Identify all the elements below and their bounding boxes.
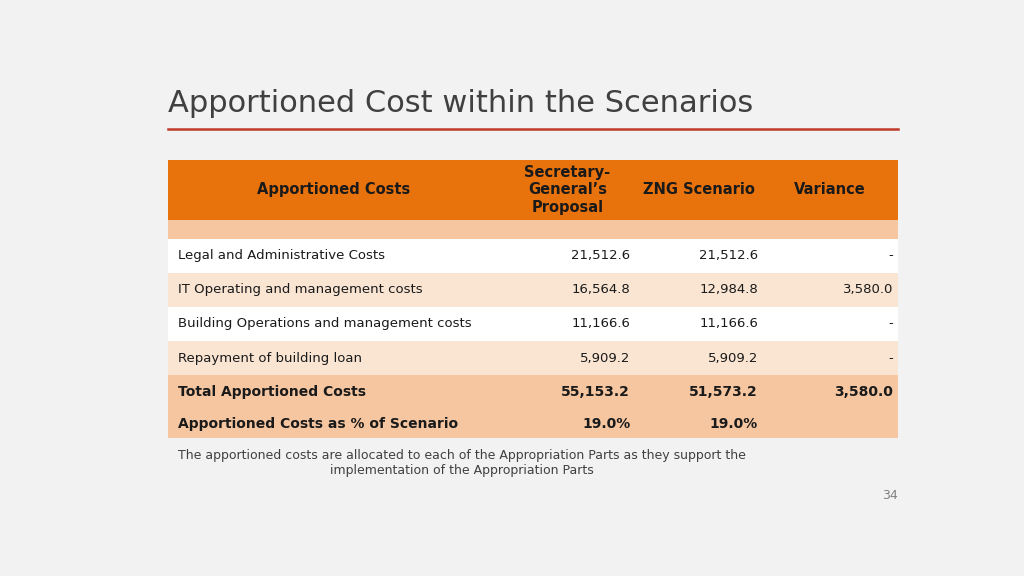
Text: 21,512.6: 21,512.6	[698, 249, 758, 262]
Text: 19.0%: 19.0%	[582, 416, 630, 431]
Text: ZNG Scenario: ZNG Scenario	[643, 183, 755, 198]
Text: Apportioned Costs: Apportioned Costs	[257, 183, 411, 198]
Text: Variance: Variance	[795, 183, 866, 198]
Bar	[168, 307, 898, 341]
Text: 51,573.2: 51,573.2	[689, 385, 758, 399]
Bar	[168, 160, 898, 220]
Text: Building Operations and management costs: Building Operations and management costs	[178, 317, 472, 331]
Bar	[168, 272, 898, 307]
Bar	[168, 410, 898, 438]
Text: 5,909.2: 5,909.2	[708, 351, 758, 365]
Text: 21,512.6: 21,512.6	[571, 249, 630, 262]
Text: 19.0%: 19.0%	[710, 416, 758, 431]
Text: The apportioned costs are allocated to each of the Appropriation Parts as they s: The apportioned costs are allocated to e…	[178, 449, 745, 478]
Text: Apportioned Costs as % of Scenario: Apportioned Costs as % of Scenario	[178, 416, 458, 431]
Text: -: -	[888, 317, 893, 331]
Text: 5,909.2: 5,909.2	[580, 351, 630, 365]
Text: 55,153.2: 55,153.2	[561, 385, 630, 399]
Text: 12,984.8: 12,984.8	[699, 283, 758, 296]
Text: Repayment of building loan: Repayment of building loan	[178, 351, 362, 365]
Text: Apportioned Cost within the Scenarios: Apportioned Cost within the Scenarios	[168, 89, 753, 118]
Bar	[168, 220, 898, 238]
Text: -: -	[888, 249, 893, 262]
Text: Legal and Administrative Costs: Legal and Administrative Costs	[178, 249, 385, 262]
Text: 3,580.0: 3,580.0	[835, 385, 893, 399]
Text: IT Operating and management costs: IT Operating and management costs	[178, 283, 423, 296]
Bar	[168, 238, 898, 272]
Text: 16,564.8: 16,564.8	[571, 283, 630, 296]
Bar	[168, 375, 898, 410]
Text: 3,580.0: 3,580.0	[843, 283, 893, 296]
Text: Secretary-
General’s
Proposal: Secretary- General’s Proposal	[524, 165, 610, 215]
Text: 34: 34	[882, 488, 898, 502]
Bar	[168, 341, 898, 375]
Text: 11,166.6: 11,166.6	[699, 317, 758, 331]
Text: -: -	[888, 351, 893, 365]
Text: Total Apportioned Costs: Total Apportioned Costs	[178, 385, 366, 399]
Text: 11,166.6: 11,166.6	[571, 317, 630, 331]
